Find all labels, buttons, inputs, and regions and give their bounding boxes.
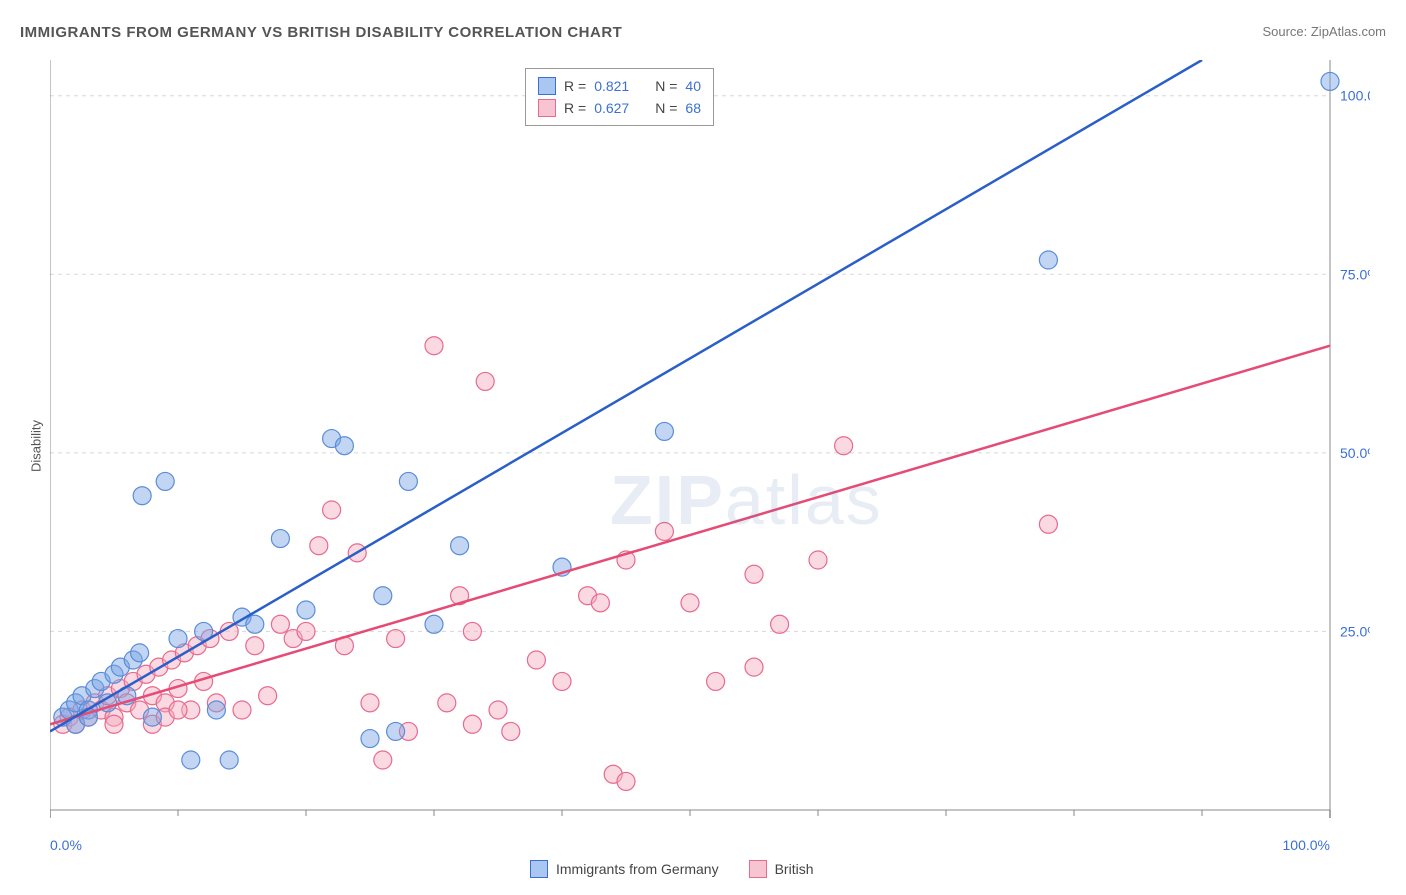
- legend-n-label: N =: [655, 100, 677, 116]
- legend-bottom-label: Immigrants from Germany: [556, 861, 719, 877]
- legend-r-label: R =: [564, 78, 586, 94]
- legend-top: R = 0.821 N = 40 R = 0.627 N = 68: [525, 68, 714, 126]
- svg-text:75.0%: 75.0%: [1340, 266, 1370, 282]
- plot-area: 25.0%50.0%75.0%100.0%0.0%100.0% R =0.821…: [50, 60, 1370, 830]
- y-axis-label: Disability: [29, 420, 44, 472]
- legend-bottom: Immigrants from Germany British: [530, 860, 814, 878]
- legend-n-label: N =: [655, 78, 677, 94]
- legend-top-row: R = 0.627 N = 68: [538, 97, 701, 119]
- svg-text:100.0%: 100.0%: [1340, 88, 1370, 104]
- chart-title: IMMIGRANTS FROM GERMANY VS BRITISH DISAB…: [20, 24, 622, 41]
- svg-text:50.0%: 50.0%: [1340, 445, 1370, 461]
- legend-top-row: R = 0.821 N = 40: [538, 75, 701, 97]
- chart-svg: 25.0% 50.0% 75.0% 100.0% 0.0% 100.0%: [50, 60, 1370, 890]
- legend-r-value: 0.627: [594, 100, 629, 116]
- legend-r-value: 0.821: [594, 78, 629, 94]
- source-label: Source: ZipAtlas.com: [1262, 24, 1386, 39]
- legend-swatch: [749, 860, 767, 878]
- svg-text:25.0%: 25.0%: [1340, 623, 1370, 639]
- legend-bottom-item: British: [749, 860, 814, 878]
- legend-bottom-label: British: [775, 861, 814, 877]
- svg-text:100.0%: 100.0%: [1283, 837, 1330, 853]
- legend-swatch: [530, 860, 548, 878]
- svg-text:0.0%: 0.0%: [50, 837, 82, 853]
- legend-swatch: [538, 99, 556, 117]
- legend-n-value: 40: [685, 78, 701, 94]
- legend-bottom-item: Immigrants from Germany: [530, 860, 719, 878]
- legend-swatch: [538, 77, 556, 95]
- legend-n-value: 68: [685, 100, 701, 116]
- legend-r-label: R =: [564, 100, 586, 116]
